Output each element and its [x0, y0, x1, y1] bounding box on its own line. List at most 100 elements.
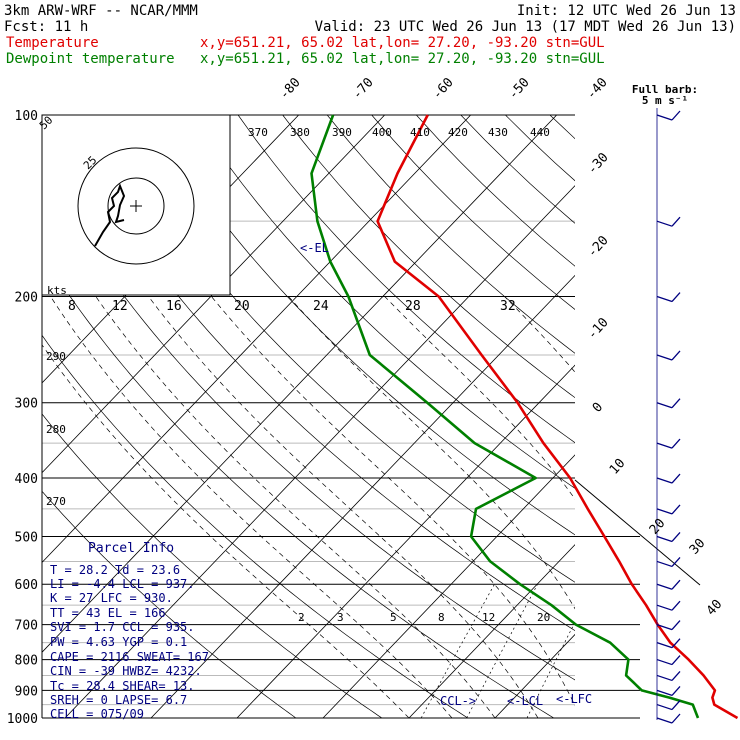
wind-barb — [656, 620, 681, 631]
pressure-tick-label: 500 — [15, 530, 38, 545]
dry-adiabat — [42, 413, 383, 718]
barb-flag — [671, 532, 681, 542]
parcel-row: SVI = 1.7 CCL = 935. — [50, 620, 195, 634]
wind-barb — [656, 292, 681, 303]
isotherm-label: 30 — [687, 536, 709, 558]
lcl-marker: <-LCL — [507, 694, 543, 708]
dry-adiabat — [326, 115, 575, 354]
el-marker: <-EL — [300, 241, 329, 255]
barb-flag — [671, 557, 681, 567]
wind-barb — [656, 473, 681, 484]
isotherm-label: -10 — [585, 315, 612, 342]
barb-shaft — [656, 295, 673, 303]
isotherm-label: -40 — [584, 75, 611, 102]
dry-adiabat — [42, 334, 469, 718]
theta-e-label: 420 — [448, 126, 468, 139]
isotherm-label: -50 — [506, 75, 533, 102]
barb-shaft — [656, 402, 673, 409]
barb-shaft — [656, 220, 673, 227]
barb-shaft — [656, 560, 673, 568]
theta-e-label: 430 — [488, 126, 508, 139]
barb-shaft — [656, 583, 673, 590]
isotherm-label: -70 — [350, 75, 377, 102]
wind-barb — [656, 685, 681, 697]
parcel-row: SREH = 0 LAPSE= 6.7 — [50, 693, 187, 707]
isotherm-line — [667, 115, 740, 718]
right-slant-edge — [574, 479, 701, 586]
hodograph-ring-inner — [107, 177, 165, 235]
barb-flag — [671, 292, 681, 302]
parcel-row: T = 28.2 Td = 23.6 — [50, 563, 180, 577]
moist-adiabat — [384, 296, 575, 500]
parcel-row: PW = 4.63 YGP = 0.1 — [50, 635, 187, 649]
wind-barb — [656, 398, 681, 409]
model-title: 3km ARW-WRF -- NCAR/MMM — [4, 3, 198, 19]
sounding-profiles — [310, 114, 739, 720]
speed-label: 24 — [313, 299, 329, 314]
init-time: Init: 12 UTC Wed 26 Jun 13 — [517, 3, 736, 19]
dry-adiabat — [42, 168, 575, 681]
barb-flag — [671, 438, 681, 449]
parcel-row: CELL = 075/09 — [50, 707, 144, 721]
wind-barb — [656, 504, 681, 515]
hodograph-ring-outer — [77, 147, 195, 265]
dry-adiabat — [460, 115, 575, 224]
barb-flag — [671, 216, 681, 227]
barb-shaft — [656, 354, 673, 361]
barb-flag — [671, 473, 681, 484]
parcel-info-title: Parcel Info — [88, 541, 174, 556]
isotherm-line — [150, 274, 575, 718]
series-line-temperature — [376, 114, 739, 720]
dry-adiabat — [728, 115, 740, 718]
isotherm-label: -60 — [430, 75, 457, 102]
barb-flag — [671, 110, 681, 121]
barb-flag — [671, 350, 681, 361]
barb-flag — [671, 655, 681, 665]
wind-barb — [656, 532, 681, 543]
wind-barb — [656, 557, 681, 568]
dry-adiabat — [282, 115, 575, 399]
parcel-row: CIN = -39 HWBZ= 4232. — [50, 664, 202, 678]
mixing-ratio-label: 20 — [537, 611, 550, 624]
series-line-dewpoint-temperature — [310, 114, 700, 719]
barb-shaft — [656, 642, 673, 649]
parcel-row: CAPE = 2116 SWEAT= 167 — [50, 650, 209, 664]
isotherm-label: 10 — [607, 456, 629, 478]
barb-shaft — [656, 442, 673, 449]
speed-label: 28 — [405, 299, 421, 314]
theta-e-label: 370 — [248, 126, 268, 139]
dry-adiabat — [104, 115, 575, 583]
legend-temperature-info: x,y=651.21, 65.02 lat,lon= 27.20, -93.20… — [200, 35, 605, 51]
moist-adiabat — [641, 297, 740, 719]
hodograph-units: kts — [47, 284, 67, 297]
theta-e-label: 410 — [410, 126, 430, 139]
barb-shaft — [656, 604, 673, 611]
barb-flag — [671, 685, 681, 696]
wind-barb — [656, 600, 681, 611]
moist-adiabat — [288, 296, 575, 610]
dry-adiabat — [59, 115, 575, 632]
dry-adiabat — [42, 490, 297, 718]
theta-e-label: 390 — [332, 126, 352, 139]
valid-time: Valid: 23 UTC Wed 26 Jun 13 (17 MDT Wed … — [315, 19, 736, 35]
pressure-tick-label: 300 — [15, 397, 38, 412]
wind-barb — [656, 350, 681, 361]
parcel-row: K = 27 LFC = 930. — [50, 591, 173, 605]
barb-flag — [671, 638, 681, 649]
speed-label: 8 — [68, 299, 76, 314]
barb-flag — [671, 504, 681, 515]
barb-shaft — [656, 717, 673, 724]
theta-label: 280 — [46, 423, 66, 436]
wind-barb — [656, 713, 681, 724]
pressure-tick-label: 600 — [15, 578, 38, 593]
pressure-tick-label: 200 — [15, 291, 38, 306]
barb-flag — [671, 398, 681, 409]
theta-label: 270 — [46, 495, 66, 508]
dry-adiabat — [416, 115, 575, 267]
barb-shaft — [656, 508, 673, 515]
dry-adiabat — [148, 115, 575, 536]
speed-label: 12 — [112, 299, 128, 314]
barb-shaft — [656, 703, 673, 711]
dry-adiabat — [684, 115, 740, 718]
